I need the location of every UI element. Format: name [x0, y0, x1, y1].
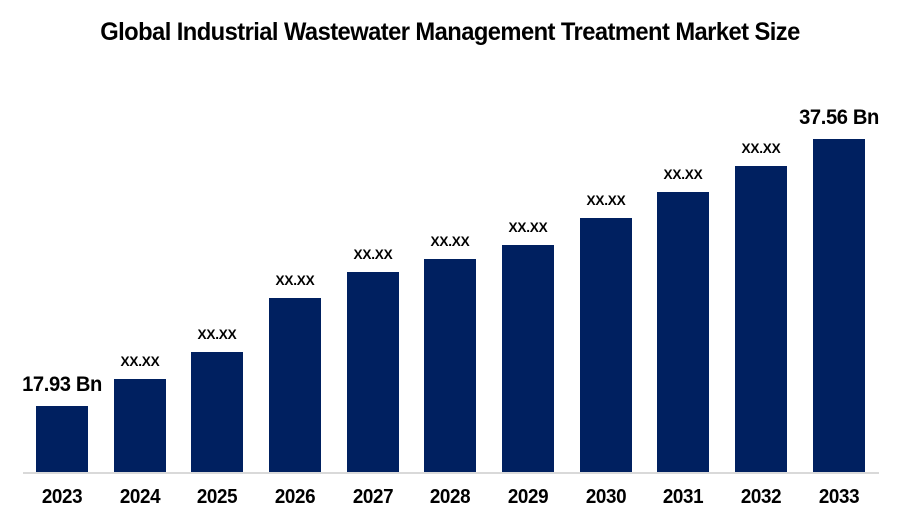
bar-value-label-2033: 37.56 Bn	[798, 106, 879, 129]
bar-2027	[346, 272, 399, 472]
x-axis-tick-2032: 2032	[740, 486, 782, 508]
x-axis-tick-2033: 2033	[818, 486, 860, 508]
x-axis-tick-2031: 2031	[663, 486, 704, 508]
bar-2026	[269, 298, 321, 472]
bar-value-label-2031: XX.XX	[663, 166, 703, 182]
bar-value-label-2027: XX.XX	[353, 246, 393, 262]
bar-2032	[735, 166, 788, 472]
bar-2028	[424, 259, 477, 472]
bar-2029	[502, 245, 555, 472]
bar-2024	[113, 379, 166, 472]
x-axis-line	[23, 472, 879, 474]
bar-value-label-2029: XX.XX	[508, 219, 548, 235]
bar-value-label-2023: 17.93 Bn	[22, 373, 102, 396]
bar-value-label-2025: XX.XX	[197, 326, 237, 342]
bar-value-label-2030: XX.XX	[586, 192, 626, 208]
bar-value-label-2028: XX.XX	[430, 233, 470, 249]
x-axis-tick-2027: 2027	[352, 486, 394, 508]
bar-value-label-2026: XX.XX	[275, 272, 315, 288]
bar-2030	[579, 218, 632, 472]
x-axis-tick-2029: 2029	[507, 486, 549, 508]
x-axis-tick-2028: 2028	[430, 486, 471, 508]
x-axis-tick-2024: 2024	[119, 486, 160, 508]
bar-2023	[36, 406, 88, 472]
bar-2031	[657, 192, 710, 472]
chart-title: Global Industrial Wastewater Management …	[100, 18, 800, 46]
x-axis-tick-2030: 2030	[585, 486, 627, 508]
x-axis-tick-2023: 2023	[41, 486, 83, 508]
bar-value-label-2024: XX.XX	[120, 353, 160, 369]
bar-2025	[191, 352, 244, 472]
bar-2033	[812, 139, 865, 472]
x-axis-tick-2025: 2025	[197, 486, 238, 508]
x-axis-tick-2026: 2026	[274, 486, 316, 508]
bar-value-label-2032: XX.XX	[741, 140, 781, 156]
